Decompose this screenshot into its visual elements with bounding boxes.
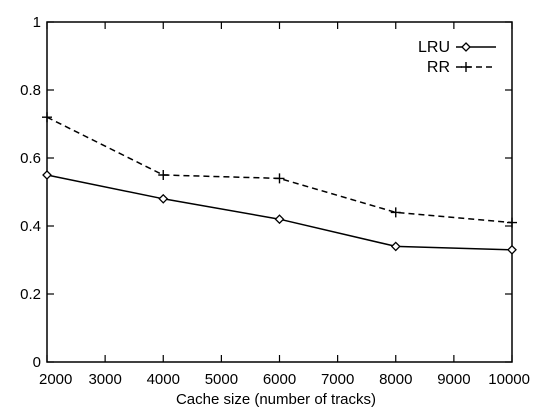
- data-point-rr: [507, 217, 517, 228]
- legend: LRU RR: [418, 39, 496, 76]
- series-layer: [42, 112, 517, 255]
- x-tick-label: 8000: [379, 371, 412, 388]
- data-point-rr: [390, 207, 401, 218]
- series-line-rr: [46, 116, 513, 224]
- y-tick-label: 0.8: [20, 82, 41, 99]
- x-tick-label: 4000: [147, 371, 180, 388]
- data-point-lru: [390, 241, 401, 252]
- x-tick-label: 3000: [88, 371, 121, 388]
- x-axis: 2000 3000 4000 5000 6000 7000 8000 9000 10000: [39, 22, 530, 388]
- data-point-rr: [42, 112, 52, 123]
- data-point-lru: [42, 170, 52, 180]
- y-tick-label: 0: [33, 354, 41, 371]
- series-line-lru: [46, 174, 513, 251]
- data-point-lru: [158, 193, 169, 204]
- data-point-rr: [158, 170, 169, 180]
- x-tick-label: 7000: [321, 371, 354, 388]
- data-point-rr: [274, 173, 285, 184]
- y-tick-label: 0.6: [20, 150, 41, 167]
- x-tick-label: 6000: [263, 371, 296, 388]
- y-tick-label: 0.2: [20, 286, 41, 303]
- y-tick-label: 0.4: [20, 218, 41, 235]
- x-tick-label: 9000: [437, 371, 470, 388]
- x-tick-label: 5000: [205, 371, 238, 388]
- series-lru: [42, 170, 517, 255]
- y-tick-label: 1: [33, 14, 41, 31]
- y-axis: 0 0.2 0.4 0.6 0.8 1: [20, 14, 512, 371]
- legend-label-rr: RR: [427, 59, 450, 76]
- data-point-lru: [507, 244, 517, 255]
- x-tick-label: 10000: [488, 371, 530, 388]
- data-point-lru: [274, 214, 285, 225]
- x-axis-title: Cache size (number of tracks): [176, 391, 376, 408]
- legend-label-lru: LRU: [418, 39, 450, 56]
- x-tick-label: 2000: [39, 371, 72, 388]
- series-rr: [42, 112, 517, 228]
- legend-marker-rr: [461, 62, 471, 72]
- legend-marker-lru: [461, 42, 471, 52]
